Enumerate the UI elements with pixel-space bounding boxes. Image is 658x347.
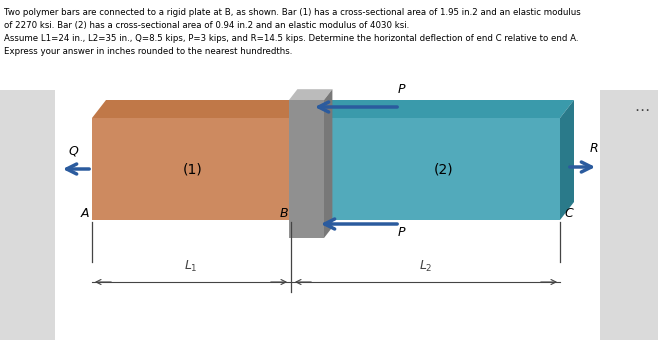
Text: P: P: [398, 226, 405, 239]
Polygon shape: [289, 89, 332, 100]
Polygon shape: [324, 89, 332, 238]
Text: B: B: [280, 207, 288, 220]
Text: ⋯: ⋯: [634, 102, 649, 118]
Polygon shape: [560, 100, 574, 220]
Text: R: R: [590, 142, 599, 155]
Text: A: A: [80, 207, 89, 220]
Polygon shape: [92, 100, 309, 118]
Text: $L_1$: $L_1$: [184, 259, 198, 274]
Text: of 2270 ksi. Bar (2) has a cross-sectional area of 0.94 in.2 and an elastic modu: of 2270 ksi. Bar (2) has a cross-section…: [4, 21, 409, 30]
Text: Express your answer in inches rounded to the nearest hundredths.: Express your answer in inches rounded to…: [4, 47, 292, 56]
Polygon shape: [0, 90, 55, 340]
Text: (2): (2): [434, 162, 454, 176]
Polygon shape: [318, 118, 560, 220]
Text: Two polymer bars are connected to a rigid plate at B, as shown. Bar (1) has a cr: Two polymer bars are connected to a rigi…: [4, 8, 581, 17]
Text: P: P: [398, 83, 405, 96]
Polygon shape: [289, 100, 324, 238]
Polygon shape: [92, 118, 295, 220]
Text: C: C: [564, 207, 572, 220]
Text: Assume L1=24 in., L2=35 in., Q=8.5 kips, P=3 kips, and R=14.5 kips. Determine th: Assume L1=24 in., L2=35 in., Q=8.5 kips,…: [4, 34, 578, 43]
Polygon shape: [318, 100, 574, 118]
Text: Q: Q: [68, 144, 78, 157]
Text: (1): (1): [183, 162, 203, 176]
Text: $L_2$: $L_2$: [419, 259, 433, 274]
Polygon shape: [600, 90, 658, 340]
